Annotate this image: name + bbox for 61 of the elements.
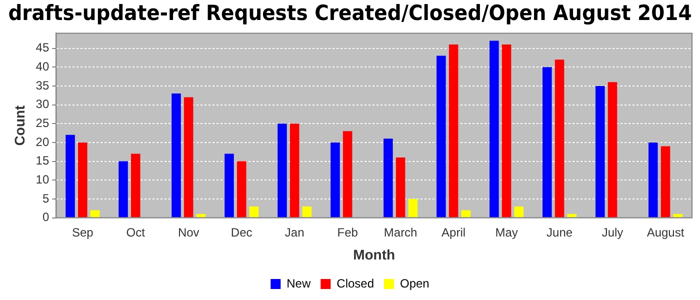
x-tick-label: Feb	[337, 225, 358, 240]
bar	[342, 131, 352, 218]
x-tick-label: March	[384, 225, 418, 240]
bar	[130, 154, 140, 218]
bar	[567, 214, 577, 218]
bar	[78, 142, 88, 218]
bar	[290, 124, 300, 218]
bar	[184, 97, 194, 218]
x-tick-label: April	[442, 225, 466, 240]
bar	[502, 44, 512, 218]
x-tick-label: Sep	[72, 225, 94, 240]
x-tick-label: Jan	[284, 225, 304, 240]
x-tick-label: June	[546, 225, 573, 240]
x-tick-label: Nov	[178, 225, 200, 240]
x-tick-label: August	[646, 225, 685, 240]
chart-title: drafts-update-ref Requests Created/Closed/Open August 2014	[8, 0, 692, 26]
x-tick-label: Dec	[230, 225, 252, 240]
bar	[278, 124, 287, 218]
bar	[408, 198, 418, 218]
y-tick-label: 40	[36, 59, 50, 74]
bar	[249, 206, 259, 218]
y-tick-label: 35	[36, 78, 50, 92]
y-tick-label: 45	[36, 40, 50, 55]
bar	[660, 146, 670, 218]
bar	[608, 82, 618, 218]
bar	[384, 138, 393, 218]
y-tick-label: 20	[36, 134, 50, 149]
legend-label: Closed	[336, 276, 374, 290]
bar	[330, 142, 340, 218]
legend-label: New	[286, 276, 311, 290]
y-tick-label: 30	[36, 97, 50, 112]
bar	[224, 154, 234, 218]
legend-label: Open	[400, 276, 430, 290]
x-tick-label: July	[602, 225, 624, 240]
y-tick-label: 25	[36, 116, 50, 130]
bar	[448, 44, 458, 218]
bar	[554, 60, 564, 218]
bar	[673, 214, 683, 218]
bar	[90, 210, 100, 218]
y-tick-label: 0	[42, 210, 50, 224]
bar	[118, 161, 128, 218]
bar	[596, 86, 605, 218]
x-axis-title: Month	[353, 246, 396, 262]
bar	[436, 56, 446, 218]
bar	[66, 134, 75, 218]
bar	[542, 67, 552, 218]
bar	[490, 40, 499, 218]
bar	[514, 206, 524, 218]
y-tick-label: 15	[36, 154, 50, 168]
bar	[196, 214, 206, 218]
y-axis-title: Count	[11, 104, 28, 146]
bar	[172, 93, 181, 218]
x-tick-label: Oct	[126, 225, 146, 240]
bar	[396, 158, 406, 218]
bar	[302, 206, 312, 218]
bar	[236, 161, 246, 218]
bar	[461, 210, 471, 218]
y-tick-label: 10	[36, 172, 50, 186]
y-tick-label: 5	[42, 191, 50, 206]
x-tick-label: May	[495, 225, 518, 240]
bar	[648, 142, 658, 218]
